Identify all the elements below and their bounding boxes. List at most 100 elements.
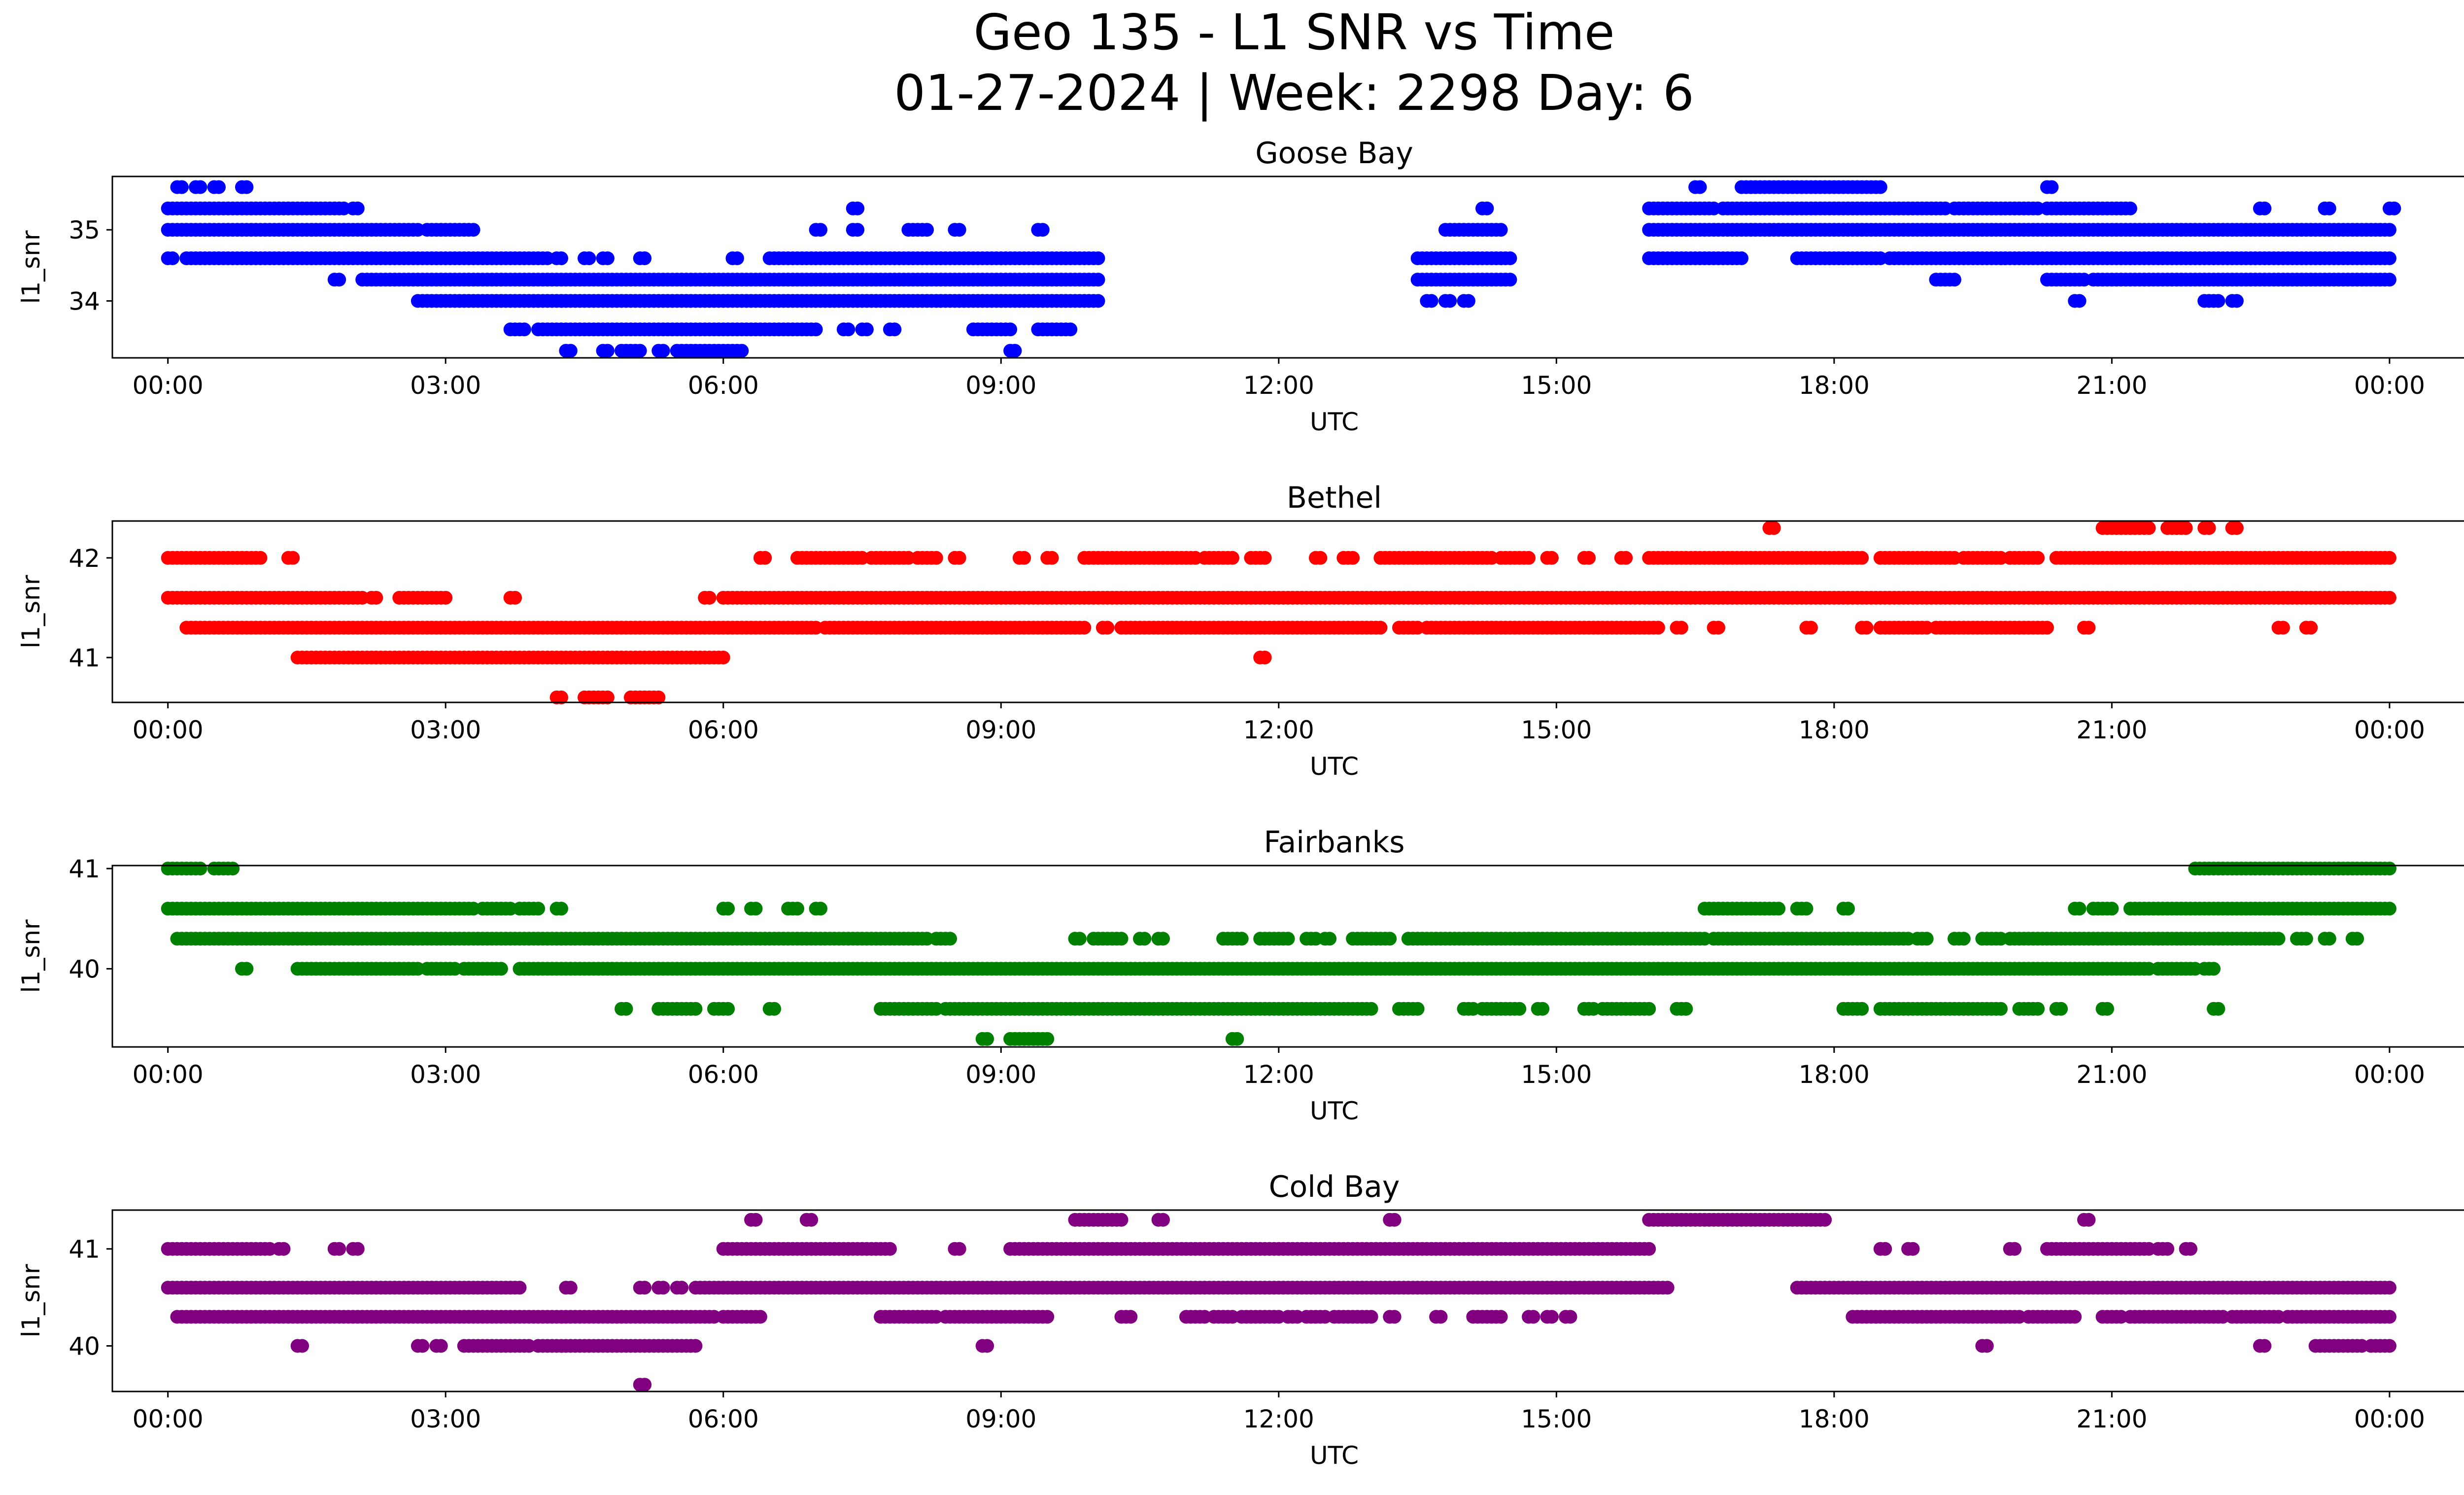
data-point [1563,1310,1577,1324]
data-point [276,1242,291,1256]
x-tick-label: 03:00 [410,371,481,400]
data-point [1387,1213,1402,1227]
data-point [1859,621,1874,635]
data-point [1137,932,1152,946]
panel-title: Bethel [1287,481,1382,515]
data-point [1281,932,1295,946]
data-point [1040,1032,1055,1046]
x-tick-label: 09:00 [965,716,1036,744]
data-point [702,591,717,605]
data-point [1873,180,1887,194]
data-point [730,251,744,265]
data-point [1156,932,1170,946]
data-point [600,690,615,704]
x-tick-label: 18:00 [1799,371,1870,400]
data-point [1461,294,1475,308]
x-tick-label: 15:00 [1521,1060,1592,1089]
data-point [2229,521,2244,535]
data-point [1230,1032,1244,1046]
data-point [2040,621,2054,635]
data-point [1512,1002,1527,1016]
data-point [508,591,522,605]
data-point [2179,521,2193,535]
y-tick-label: 42 [68,544,100,573]
data-point [554,902,568,916]
x-tick-label: 21:00 [2076,371,2147,400]
x-tick-label: 03:00 [410,1060,481,1089]
data-point [1045,551,1059,565]
data-point [2072,294,2087,308]
data-point [1841,902,1855,916]
data-point [1642,1242,1656,1256]
data-point [2382,251,2396,265]
data-point [1735,251,1748,265]
data-point [767,1002,782,1016]
data-point [1003,322,1018,337]
data-point [1443,294,1457,308]
data-point [2082,621,2096,635]
data-point [1919,932,1934,946]
data-point [286,551,300,565]
data-point [1364,1310,1378,1324]
x-tick-label: 06:00 [688,1060,759,1089]
data-point [952,551,966,565]
x-tick-label: 06:00 [688,371,759,400]
axes-frame [111,865,2464,1048]
y-tick-label: 40 [68,955,100,983]
x-tick-label: 09:00 [965,1060,1036,1089]
data-point [1651,621,1665,635]
data-point [1711,621,1725,635]
data-point [721,1002,735,1016]
data-point [2387,201,2401,215]
data-point [814,902,827,916]
data-point [369,591,383,605]
data-point [735,344,749,358]
data-point [952,1242,966,1256]
data-point [638,1378,652,1392]
data-point [2258,1339,2272,1353]
data-point [2031,1002,2045,1016]
data-point [1855,551,1869,565]
data-point [350,1242,365,1256]
x-tick-label: 12:00 [1243,371,1314,400]
data-point [651,690,666,704]
data-point [638,1281,652,1295]
data-point [2123,201,2137,215]
data-point [1387,1310,1402,1324]
data-point [619,1002,633,1016]
data-point [2142,521,2156,535]
data-point [1767,521,1781,535]
data-point [332,1242,346,1256]
figure-title-line2: 01-27-2024 | Week: 2298 Day: 6 [894,64,1694,122]
data-point [1619,551,1633,565]
data-point [1323,932,1337,946]
data-point [814,223,827,237]
data-point [494,962,508,976]
data-point [929,551,943,565]
data-point [2382,862,2396,876]
data-point [1234,932,1249,946]
data-point [240,180,254,194]
data-point [240,962,254,976]
data-point [804,1213,819,1227]
data-point [1383,932,1397,946]
x-tick-label: 15:00 [1521,716,1592,744]
data-point [1494,223,1508,237]
data-point [600,251,615,265]
data-point [1373,621,1388,635]
data-point [1410,1002,1425,1016]
data-point [1536,1002,1550,1016]
data-point [1346,551,1360,565]
data-point [554,690,568,704]
axes-frame [111,1209,2464,1392]
panel-title: Fairbanks [1264,825,1405,860]
data-point [1674,621,1688,635]
data-point [1364,1002,1378,1016]
data-point [952,223,966,237]
data-point [1258,651,1272,664]
x-tick-label: 21:00 [2076,1060,2147,1089]
data-point [2054,1002,2068,1016]
